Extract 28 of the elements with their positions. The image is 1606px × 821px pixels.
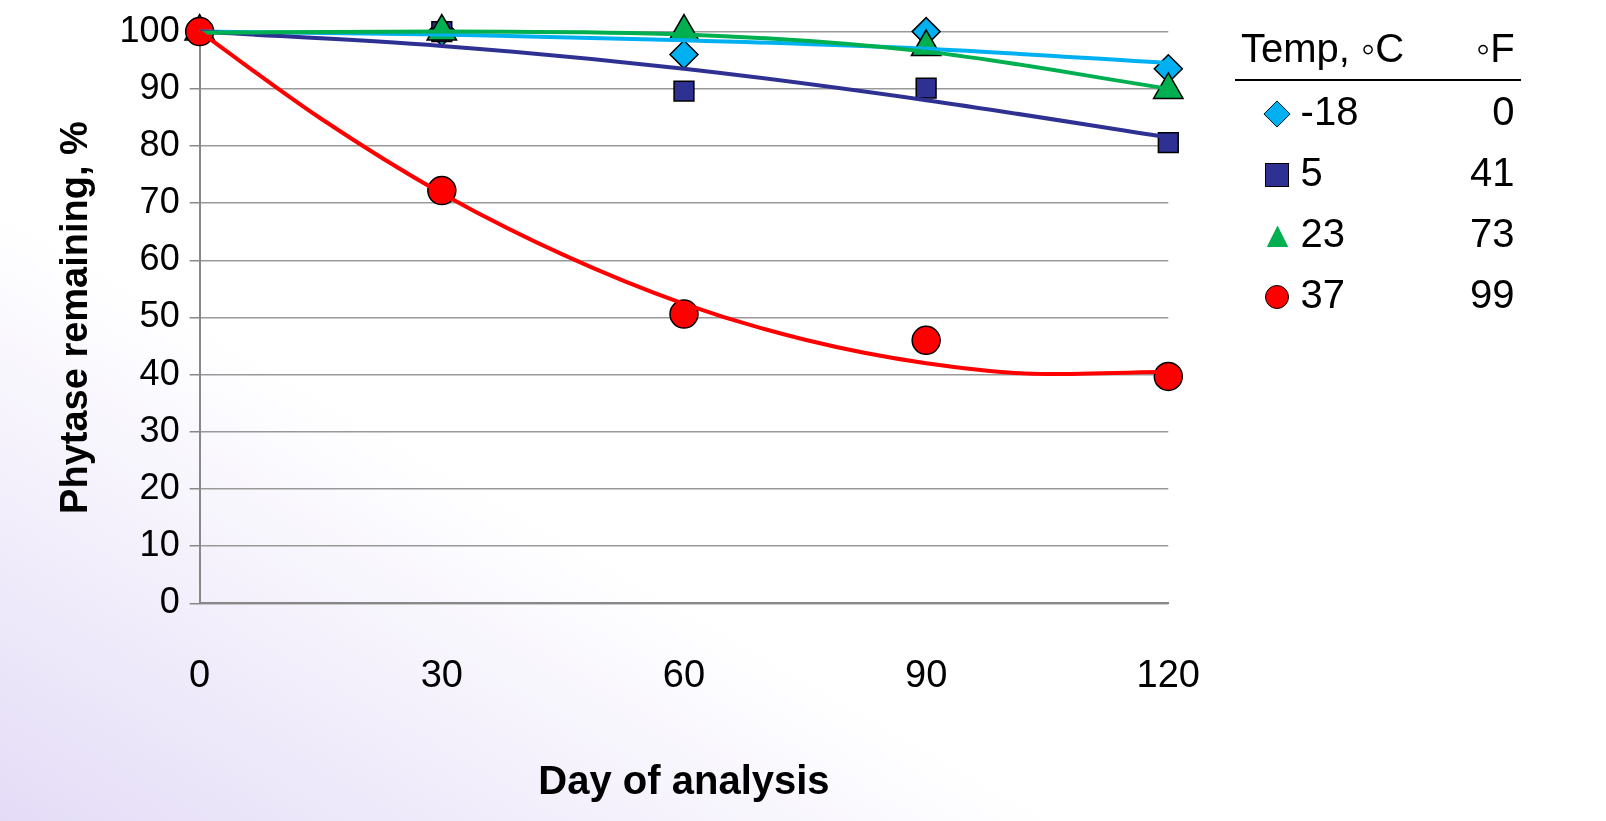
legend-title: Temp, ◦C xyxy=(1235,18,1411,80)
legend-label: 23 xyxy=(1299,210,1347,257)
y-tick-label: 60 xyxy=(139,237,180,279)
x-tick-label: 0 xyxy=(189,652,211,695)
y-tick-label: 0 xyxy=(159,580,180,622)
x-tick-label: 90 xyxy=(905,652,948,695)
x-tick-label: 60 xyxy=(662,652,706,695)
text: 0 xyxy=(1491,88,1516,135)
y-axis-title: Phytase remaining, % xyxy=(53,121,96,514)
x-tick-label: 120 xyxy=(1136,652,1200,695)
legend-label: -18 xyxy=(1299,88,1360,135)
text: 41 xyxy=(1469,149,1516,196)
y-tick-label: 30 xyxy=(139,408,180,450)
y-tick-label: 90 xyxy=(139,65,180,107)
y-tick-label: 80 xyxy=(139,122,180,164)
y-tick-label: 40 xyxy=(139,351,180,393)
x-axis-title: Day of analysis xyxy=(538,758,830,803)
y-tick-label: 10 xyxy=(139,523,180,565)
y-tick-label: 70 xyxy=(139,180,180,222)
text: 99 xyxy=(1469,271,1516,318)
x-tick-label: 30 xyxy=(420,652,463,695)
legend-label: 5 xyxy=(1299,149,1324,196)
legend-label: 37 xyxy=(1299,271,1347,318)
y-tick-label: 20 xyxy=(139,465,180,507)
y-tick-label: 100 xyxy=(119,8,180,50)
text: 73 xyxy=(1469,210,1516,257)
y-tick-label: 50 xyxy=(139,294,180,336)
text: ◦F xyxy=(1410,18,1521,80)
